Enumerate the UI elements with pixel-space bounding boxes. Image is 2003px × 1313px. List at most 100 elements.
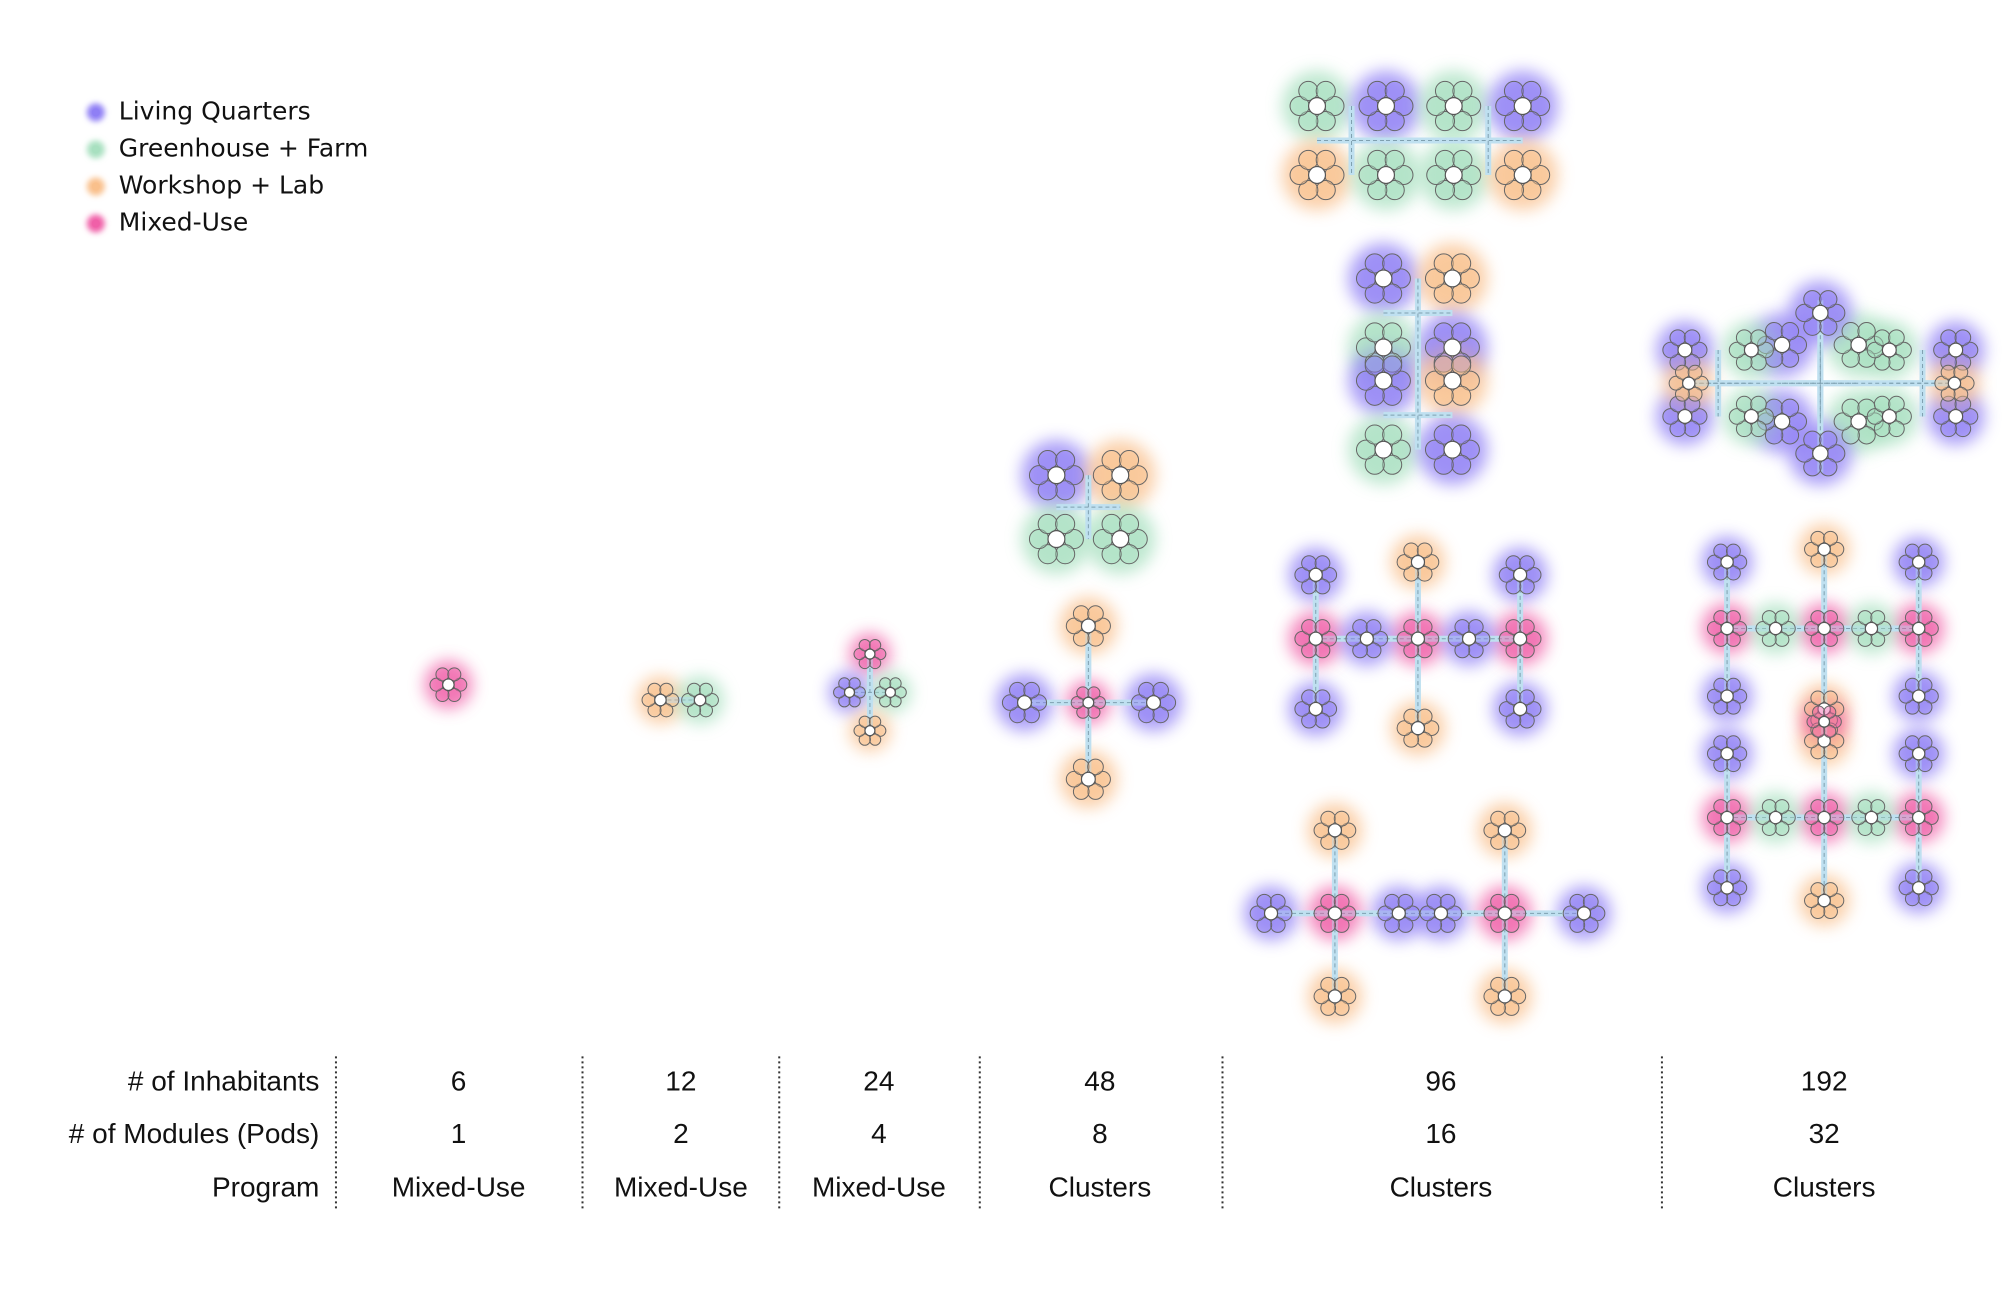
- pod-room: [1452, 149, 1473, 170]
- pod-room: [1725, 565, 1741, 581]
- pod: [1898, 677, 1939, 715]
- table-cell: Mixed-Use: [812, 1172, 946, 1203]
- pod-room: [1904, 735, 1920, 751]
- pod-room: [1301, 689, 1317, 706]
- pod-room: [1683, 329, 1701, 346]
- pod-core: [1947, 376, 1962, 390]
- pod-room: [1713, 699, 1729, 715]
- pod-room: [1725, 799, 1741, 815]
- pod-core: [1444, 165, 1463, 185]
- table-cell: 6: [451, 1066, 467, 1097]
- pod-core: [1047, 530, 1066, 549]
- pod-room: [1433, 253, 1454, 274]
- pod-room: [1857, 610, 1873, 625]
- pod-room: [889, 695, 902, 708]
- pod: [1495, 80, 1551, 132]
- pod-room: [1503, 893, 1520, 910]
- pod-room: [435, 687, 450, 703]
- pod-room: [1320, 810, 1337, 827]
- pod-core: [1146, 695, 1162, 711]
- pod-room: [1382, 454, 1403, 475]
- pod-core: [1817, 542, 1831, 557]
- pod-core: [1433, 906, 1449, 921]
- pod: [1065, 605, 1111, 647]
- pod-room: [1810, 530, 1826, 546]
- pod-room: [868, 733, 882, 746]
- table-cell: 2: [673, 1118, 689, 1149]
- pod: [1483, 976, 1527, 1016]
- pod: [1728, 395, 1774, 438]
- pod-room: [1467, 619, 1484, 635]
- pod-room: [1904, 821, 1920, 836]
- pod-room: [1087, 605, 1104, 622]
- pod: [1498, 619, 1542, 659]
- pod: [1898, 735, 1939, 773]
- pod-core: [1016, 695, 1032, 711]
- pod-room: [1841, 321, 1860, 341]
- pod-core: [1911, 746, 1926, 761]
- pod-core: [1513, 567, 1528, 582]
- pod-room: [1917, 757, 1933, 773]
- pod-room: [1713, 735, 1729, 751]
- pod-core: [1513, 165, 1532, 185]
- table-cell: Clusters: [1390, 1172, 1493, 1203]
- pod-room: [1490, 976, 1506, 993]
- pod-room: [1037, 544, 1058, 565]
- pod-core: [1817, 810, 1831, 825]
- pod-core: [1391, 906, 1406, 921]
- pod-room: [1687, 364, 1703, 380]
- pod-room: [1764, 426, 1784, 445]
- pod-room: [1384, 80, 1405, 101]
- pod-room: [1904, 799, 1920, 815]
- pod: [1313, 976, 1357, 1016]
- pod-room: [1152, 681, 1169, 699]
- pod-core: [1461, 631, 1477, 646]
- pod: [1706, 799, 1748, 836]
- pod-room: [1870, 799, 1886, 815]
- pod-room: [1055, 450, 1076, 471]
- pod-room: [1823, 799, 1838, 815]
- pod-core: [1911, 810, 1926, 825]
- table-cell: 48: [1084, 1066, 1115, 1097]
- pod-room: [1725, 699, 1741, 715]
- pod-room: [1841, 426, 1860, 445]
- pod-room: [1803, 317, 1822, 336]
- pod-core: [1768, 810, 1783, 825]
- pod-room: [1454, 642, 1471, 659]
- pod-room: [1433, 424, 1454, 445]
- pod-room: [1384, 180, 1405, 201]
- pod: [1396, 619, 1440, 659]
- pod-core: [1817, 893, 1831, 908]
- pod: [1706, 543, 1748, 581]
- pod-room: [1382, 322, 1403, 343]
- pod: [833, 677, 866, 708]
- pod-room: [1940, 329, 1957, 346]
- pod-room: [1403, 565, 1420, 582]
- pod-room: [1683, 354, 1701, 371]
- pod-room: [1072, 783, 1090, 800]
- pod-room: [1315, 149, 1336, 170]
- pod: [1804, 530, 1845, 568]
- pod-room: [1416, 542, 1433, 559]
- pod-core: [1773, 336, 1791, 354]
- pod: [1289, 80, 1345, 132]
- pod: [1756, 398, 1808, 445]
- pod: [1355, 424, 1411, 475]
- pod: [1130, 681, 1177, 724]
- pod-room: [1669, 420, 1687, 438]
- pod-room: [1917, 821, 1933, 836]
- table-cell: Clusters: [1773, 1172, 1876, 1203]
- pod-room: [1582, 893, 1599, 910]
- pod-room: [1403, 619, 1420, 635]
- pod-room: [1087, 686, 1101, 700]
- pod: [1866, 395, 1912, 438]
- pod-room: [1439, 917, 1456, 933]
- pod-room: [447, 687, 462, 703]
- pod-core: [1881, 342, 1897, 358]
- pod-room: [1857, 799, 1873, 815]
- pod-room: [1503, 976, 1520, 993]
- pod-room: [1725, 735, 1741, 751]
- pod-room: [1365, 642, 1382, 659]
- pod: [1833, 321, 1884, 368]
- pod-room: [858, 715, 871, 728]
